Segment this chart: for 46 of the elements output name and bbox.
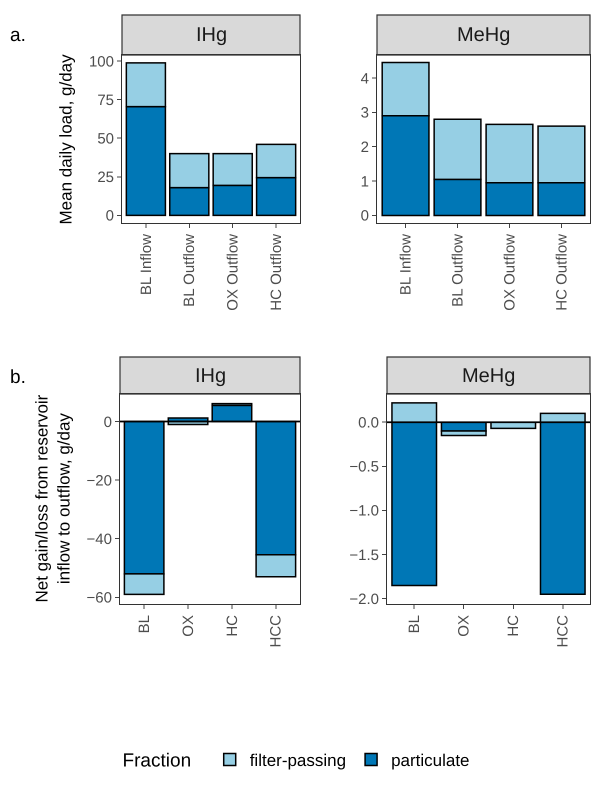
legend-label: particulate — [391, 751, 470, 770]
y-tick-label: −20 — [86, 472, 112, 490]
x-tick-label: HC — [505, 614, 522, 637]
y-tick-label: −40 — [86, 530, 112, 548]
x-tick-label: OX Outflow — [501, 234, 518, 311]
y-tick-label: 0 — [360, 208, 369, 225]
x-tick-label: HC — [224, 614, 241, 637]
y-tick-label: 0.0 — [358, 414, 379, 432]
x-tick-label: HCC — [554, 614, 572, 648]
text: b. — [10, 367, 26, 388]
legend-label: filter-passing — [250, 751, 346, 770]
x-tick-label: HCC — [268, 614, 285, 648]
y-axis-title: Mean daily load, g/day — [56, 54, 76, 224]
y-tick-label: −2.0 — [349, 590, 379, 608]
x-tick-label: BL — [406, 615, 424, 634]
y-tick-label: 2 — [360, 138, 369, 156]
chart-title: MeHg — [462, 365, 516, 387]
chart-title: MeHg — [457, 24, 510, 46]
y-tick-label: 4 — [360, 70, 369, 88]
y-tick-label: 3 — [360, 104, 369, 122]
y-tick-label: 0 — [104, 414, 112, 431]
x-tick-label: HC Outflow — [553, 234, 570, 311]
y-tick-label: 50 — [97, 130, 114, 148]
y-tick-label: 75 — [97, 92, 114, 109]
x-tick-label: OX — [180, 615, 197, 637]
x-tick-label: OX — [456, 615, 473, 637]
y-tick-label: −1.5 — [349, 546, 379, 564]
chart-title: IHg — [195, 365, 226, 387]
y-tick-label: −60 — [86, 590, 112, 607]
x-tick-label: BL Inflow — [397, 234, 414, 296]
y-tick-label: 25 — [97, 169, 114, 186]
legend-title: Fraction — [122, 750, 202, 772]
x-tick-label: BL Outflow — [181, 234, 198, 307]
y-tick-label: 1 — [360, 173, 369, 190]
x-tick-label: HC Outflow — [268, 234, 285, 311]
text: a. — [10, 25, 26, 46]
x-tick-label: OX Outflow — [224, 234, 242, 311]
x-tick-label: BL — [136, 615, 154, 634]
y-tick-label: −0.5 — [349, 458, 379, 476]
x-tick-label: BL Outflow — [449, 234, 466, 307]
y-tick-label: −1.0 — [349, 502, 379, 520]
y-tick-label: 0 — [106, 208, 114, 225]
y-axis-title: Net gain/loss from reservoir inflow to outflow, g/day — [32, 394, 74, 602]
chart-title: IHg — [196, 24, 228, 46]
y-tick-label: 100 — [88, 53, 114, 70]
x-tick-label: BL Inflow — [138, 234, 155, 296]
